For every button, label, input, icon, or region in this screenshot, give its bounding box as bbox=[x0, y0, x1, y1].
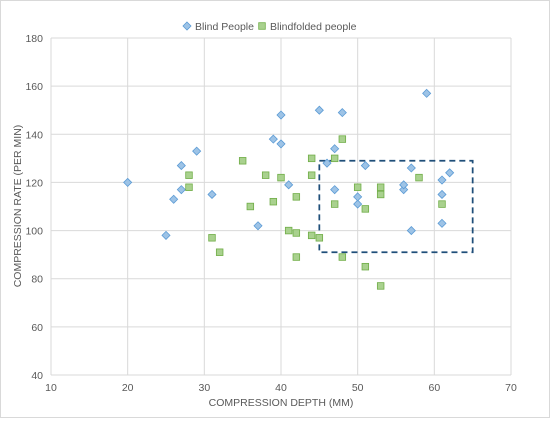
x-tick-label: 70 bbox=[505, 382, 517, 394]
legend-square-icon bbox=[258, 22, 266, 30]
blindfolded-people-point bbox=[215, 248, 224, 256]
legend-label-blindfolded-people: Blindfolded people bbox=[270, 21, 357, 33]
highlight-box bbox=[318, 159, 474, 254]
blind-people-point bbox=[437, 189, 447, 200]
highlight-region bbox=[318, 159, 474, 254]
blindfolded-people-point bbox=[292, 229, 301, 237]
x-tick-label: 50 bbox=[352, 382, 364, 394]
tick-labels: 40 60 80 100 120 140 160 180 10 20 30 40 50 60 70 bbox=[25, 33, 517, 394]
blind-people-point bbox=[437, 218, 447, 228]
blindfolded-people-point bbox=[353, 183, 362, 191]
blindfolded-people-point bbox=[185, 183, 193, 191]
blind-people-point bbox=[330, 185, 340, 195]
legend-diamond-icon bbox=[182, 21, 192, 31]
blindfolded-people-point bbox=[292, 193, 301, 201]
x-tick-label: 60 bbox=[428, 382, 440, 394]
blindfolded-people-point bbox=[330, 154, 339, 163]
blindfolded-people-point bbox=[261, 171, 270, 179]
blind-people-point bbox=[353, 199, 363, 209]
blind-people-point bbox=[314, 105, 324, 115]
blindfolded-people-point bbox=[307, 171, 316, 179]
x-tick-label: 10 bbox=[45, 382, 57, 394]
blindfolded-people-point bbox=[307, 154, 316, 163]
y-tick-label: 160 bbox=[25, 81, 43, 93]
blind-people-point bbox=[406, 226, 416, 236]
blind-people-point bbox=[330, 144, 340, 154]
blind-people-point bbox=[337, 108, 347, 118]
blindfolded-people-point bbox=[238, 157, 247, 165]
blindfolded-people-point bbox=[307, 231, 316, 240]
x-tick-label: 40 bbox=[275, 382, 287, 394]
blind-people-point bbox=[123, 177, 133, 187]
y-tick-label: 180 bbox=[25, 33, 43, 45]
blind-people-point bbox=[437, 175, 447, 185]
y-tick-label: 100 bbox=[25, 226, 43, 238]
blind-people-point bbox=[207, 189, 217, 200]
blindfolded-people-point bbox=[415, 173, 423, 182]
blind-people-point bbox=[161, 230, 171, 240]
blindfolded-people-point bbox=[338, 253, 347, 261]
blindfolded-people-point bbox=[361, 205, 370, 213]
x-axis-title: COMPRESSION DEPTH (MM) bbox=[209, 397, 354, 409]
blind-people-point bbox=[360, 161, 370, 171]
legend-label-blind-people: Blind People bbox=[195, 21, 254, 33]
y-axis-title: COMPRESSION RATE (PER MIN) bbox=[12, 125, 24, 288]
blindfolded-people-point bbox=[338, 135, 347, 143]
blind-people-point bbox=[284, 180, 294, 190]
data-points bbox=[123, 88, 455, 290]
y-tick-label: 60 bbox=[31, 322, 43, 334]
x-tick-label: 30 bbox=[198, 382, 210, 394]
blind-people-point bbox=[399, 180, 409, 190]
blindfolded-people-point bbox=[277, 173, 285, 182]
blind-people-point bbox=[276, 110, 286, 120]
blindfolded-people-point bbox=[292, 253, 301, 261]
blindfolded-people-point bbox=[269, 197, 278, 206]
y-tick-label: 40 bbox=[31, 370, 43, 382]
blindfolded-people-point bbox=[361, 262, 370, 271]
blindfolded-people-point bbox=[185, 171, 193, 179]
blind-people-point bbox=[192, 146, 202, 156]
blind-people-point bbox=[322, 158, 332, 168]
blind-people-point bbox=[399, 185, 409, 195]
blind-people-point bbox=[268, 134, 278, 144]
blind-people-point bbox=[253, 221, 263, 231]
y-tick-label: 120 bbox=[25, 177, 43, 189]
blind-people-point bbox=[169, 194, 179, 204]
blindfolded-people-point bbox=[376, 183, 385, 191]
blind-people-point bbox=[445, 168, 455, 178]
y-tick-label: 80 bbox=[31, 274, 43, 286]
blind-people-point bbox=[276, 139, 286, 149]
blindfolded-people-point bbox=[284, 226, 293, 235]
blindfolded-people-point bbox=[376, 282, 385, 290]
blindfolded-people-point bbox=[330, 200, 339, 208]
blind-people-point bbox=[422, 88, 432, 98]
blindfolded-people-point bbox=[208, 234, 216, 242]
blind-people-point bbox=[176, 185, 186, 195]
blindfolded-people-point bbox=[376, 190, 385, 199]
blindfolded-people-point bbox=[315, 234, 324, 242]
y-tick-label: 140 bbox=[25, 129, 43, 141]
x-tick-label: 20 bbox=[122, 382, 134, 394]
blindfolded-people-point bbox=[438, 200, 446, 208]
blind-people-point bbox=[353, 192, 363, 202]
legend: Blind People Blindfolded people bbox=[182, 21, 357, 33]
blindfolded-people-point bbox=[246, 202, 255, 211]
blind-people-point bbox=[406, 163, 416, 173]
blind-people-point bbox=[176, 161, 186, 171]
